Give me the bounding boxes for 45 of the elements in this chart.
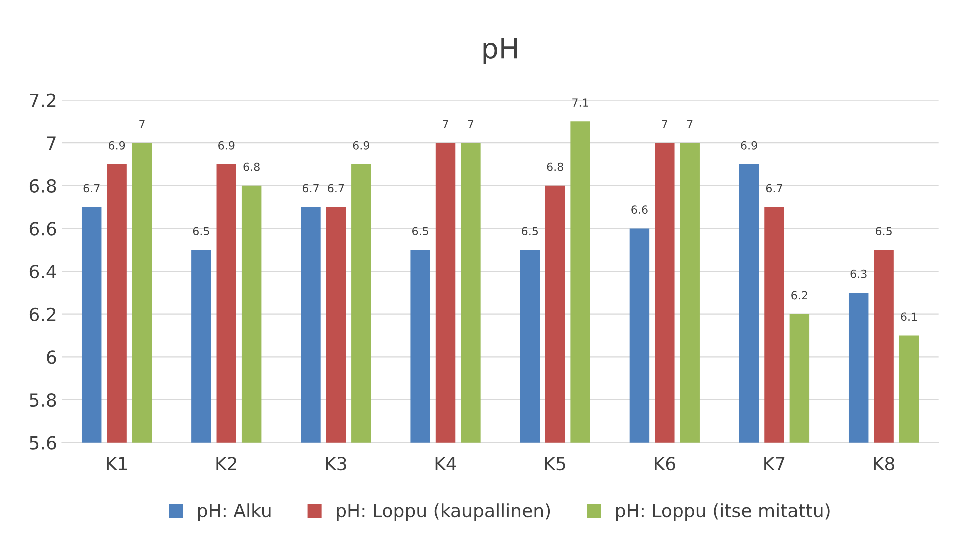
- x-tick-label: K5: [545, 457, 566, 471]
- y-tick-label: 6: [47, 350, 56, 364]
- data-label: 7: [468, 120, 474, 128]
- y-tick-label: 7.2: [30, 94, 56, 108]
- data-label: 7: [140, 120, 145, 128]
- data-label: 6.7: [328, 184, 344, 193]
- y-tick-label: 6.6: [30, 222, 56, 236]
- data-label: 6.9: [353, 141, 370, 150]
- data-label: 6.6: [632, 206, 648, 214]
- data-label: 6.9: [218, 141, 235, 150]
- data-label: 6.9: [108, 141, 126, 150]
- legend-label: pH: Alku: [198, 504, 271, 522]
- data-label: 6.5: [193, 227, 210, 236]
- data-label: 6.9: [741, 141, 758, 150]
- data-label: 6.7: [766, 184, 782, 193]
- x-tick-label: K4: [436, 457, 456, 470]
- x-tick-label: K1: [107, 457, 128, 470]
- legend-label: pH: Loppu (itse mitattu): [616, 504, 830, 522]
- y-tick-label: 6.8: [30, 179, 56, 194]
- data-label: 6.5: [522, 227, 538, 236]
- data-label: 7: [443, 120, 448, 128]
- y-tick-label: 7: [47, 136, 56, 150]
- y-tick-label: 5.8: [30, 393, 56, 408]
- data-label: 6.5: [876, 227, 892, 236]
- data-label: 6.1: [901, 312, 918, 322]
- data-label: 6.7: [84, 184, 100, 193]
- data-label: 7: [687, 120, 693, 128]
- data-label: 6.5: [412, 227, 428, 236]
- data-label: 6.8: [547, 162, 564, 172]
- data-label: 6.8: [244, 162, 260, 172]
- data-label: 7.1: [572, 98, 588, 107]
- data-label: 6.7: [302, 184, 319, 193]
- data-label: 6.2: [792, 291, 808, 300]
- y-tick-label: 5.6: [30, 436, 56, 450]
- x-tick-label: K7: [764, 457, 785, 470]
- x-tick-label: K8: [874, 457, 894, 471]
- y-tick-label: 6.2: [30, 308, 56, 322]
- data-label: 6.3: [850, 270, 867, 278]
- legend-label: pH: Loppu (kaupallinen): [337, 504, 550, 522]
- chart-title: pH: [484, 38, 518, 64]
- y-tick-label: 6.4: [30, 264, 56, 279]
- x-tick-label: K2: [216, 457, 236, 470]
- data-label: 7: [662, 120, 668, 128]
- x-tick-label: K6: [655, 457, 676, 471]
- x-tick-label: K3: [326, 457, 346, 471]
